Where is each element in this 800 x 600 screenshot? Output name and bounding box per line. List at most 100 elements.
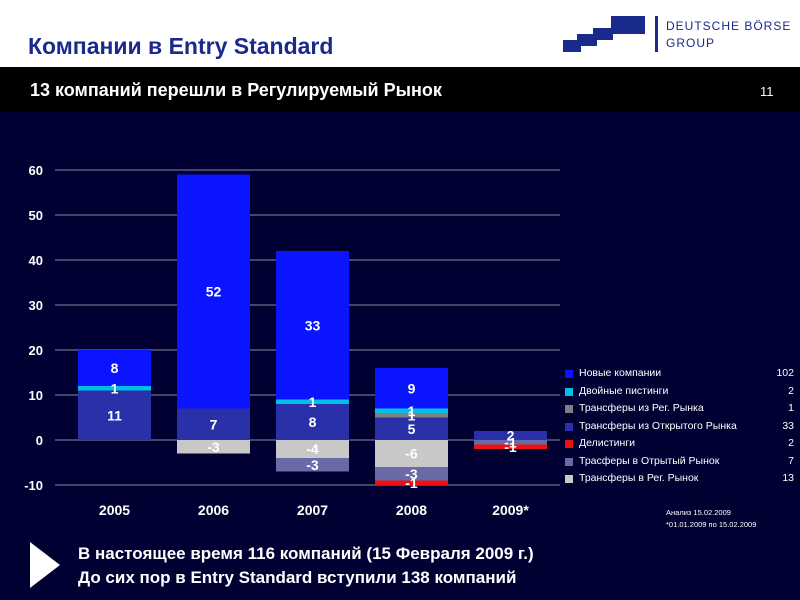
legend-swatch — [565, 387, 573, 396]
data-label: 8 — [309, 414, 317, 430]
bar-segment — [375, 467, 448, 481]
legend-value: 2 — [788, 437, 794, 449]
legend-label: Трасферы в Отрытый Рынок — [579, 454, 720, 467]
data-label: 2 — [507, 428, 515, 444]
x-tick-label: 2007 — [297, 502, 328, 518]
legend-value: 7 — [788, 454, 794, 467]
legend: Новые компании 102 Двойные пистинги 2 Трансф… — [565, 366, 797, 489]
y-tick-label: 50 — [29, 208, 43, 223]
x-tick-label: 2006 — [198, 502, 229, 518]
legend-swatch — [565, 422, 573, 431]
legend-item: Новые компании 102 — [565, 366, 797, 384]
legend-value: 102 — [776, 367, 794, 379]
bar-segment — [78, 390, 151, 440]
x-tick-label: 2005 — [99, 502, 130, 518]
data-label: -3 — [306, 457, 319, 473]
data-label: -1 — [504, 434, 517, 450]
data-label: 7 — [210, 416, 218, 432]
legend-label: Трансферы из Рег. Рынка — [579, 402, 704, 414]
summary-line-2: До сих пор в Entry Standard вступили 138… — [78, 568, 517, 587]
bar-segment — [375, 480, 448, 485]
legend-label: Двойные пистинги — [579, 384, 669, 397]
summary-line-1: В настоящее время 116 компаний (15 Февра… — [78, 544, 534, 563]
data-label: -3 — [207, 439, 220, 455]
logo-line1: DEUTSCHE BÖRSE — [666, 19, 792, 33]
logo-steps-icon — [563, 16, 645, 52]
bar-segment — [375, 408, 448, 413]
page-number: 11 — [760, 84, 774, 99]
y-tick-label: 60 — [29, 163, 43, 178]
legend-item: Трансферы из Рег. Рынка 1 — [565, 401, 797, 419]
data-label: 1 — [408, 403, 416, 419]
bar-segment — [375, 368, 448, 409]
legend-item: Трансферы из Открытого Рынка 33 — [565, 419, 797, 437]
logo-line2: GROUP — [666, 36, 716, 50]
page-title: Компании в Entry Standard — [28, 33, 334, 59]
bar-segment — [276, 404, 349, 440]
legend-swatch — [565, 457, 573, 466]
legend-swatch — [565, 370, 573, 378]
bar-segment — [375, 417, 448, 440]
legend-value: 33 — [782, 419, 794, 432]
data-label: 11 — [107, 407, 122, 423]
bar-segment — [177, 440, 250, 454]
bar-segment — [177, 174, 250, 409]
legend-item: Трасферы в Отрытый Рынок 7 — [565, 454, 797, 472]
data-label: -1 — [504, 439, 517, 455]
legend-item: Делистинги 2 — [565, 436, 797, 454]
bar-segment — [78, 350, 151, 386]
legend-value: 2 — [788, 384, 794, 397]
data-label: 1 — [408, 407, 416, 423]
analysis-note: Анализ 15.02.2009 — [666, 508, 731, 517]
bar-segment — [474, 444, 547, 449]
bar-segment — [78, 386, 151, 391]
legend-label: Трансферы из Открытого Рынка — [579, 419, 737, 432]
bar-segment — [276, 399, 349, 404]
data-label: 33 — [305, 317, 321, 333]
legend-value: 1 — [788, 402, 794, 414]
bar-segment — [474, 431, 547, 440]
y-tick-label: 40 — [29, 253, 43, 268]
y-tick-label: 30 — [29, 298, 43, 313]
legend-label: Трансферы в Рег. Рынок — [579, 472, 699, 484]
y-tick-label: 10 — [29, 388, 43, 403]
bar-segment — [276, 251, 349, 400]
bar-segment — [375, 440, 448, 467]
bar-segment — [177, 408, 250, 440]
data-label: 52 — [206, 284, 222, 300]
logo: DEUTSCHE BÖRSE GROUP — [666, 18, 791, 52]
y-tick-label: -10 — [24, 478, 43, 493]
logo-divider — [655, 16, 658, 52]
data-label: 9 — [408, 380, 416, 396]
data-label: -1 — [405, 475, 418, 491]
bar-segment — [375, 413, 448, 418]
legend-item: Трансферы в Рег. Рынок 13 — [565, 471, 797, 489]
play-arrow-icon — [30, 542, 60, 588]
header — [0, 0, 800, 65]
bottom-summary: В настоящее время 116 компаний (15 Февра… — [78, 542, 534, 590]
data-label: -6 — [405, 446, 418, 462]
legend-item: Двойные пистинги 2 — [565, 384, 797, 402]
legend-label: Делистинги — [579, 437, 636, 449]
legend-swatch — [565, 440, 573, 448]
y-tick-label: 20 — [29, 343, 43, 358]
subtitle: 13 компаний перешли в Регулируемый Рынок — [30, 80, 442, 100]
data-label: -4 — [306, 441, 319, 457]
legend-swatch — [565, 475, 573, 483]
data-label: 5 — [408, 421, 416, 437]
subtitle-bar — [0, 67, 800, 112]
period-note: *01.01.2009 по 15.02.2009 — [666, 520, 757, 529]
y-tick-label: 0 — [36, 433, 43, 448]
x-tick-label: 2008 — [396, 502, 427, 518]
data-label: -3 — [405, 466, 418, 482]
data-label: 1 — [111, 380, 119, 396]
bar-segment — [276, 440, 349, 458]
legend-label: Новые компании — [579, 367, 662, 379]
x-tick-label: 2009* — [492, 502, 529, 518]
legend-value: 13 — [782, 472, 794, 484]
data-label: 8 — [111, 360, 119, 376]
bar-segment — [276, 458, 349, 472]
bar-segment — [474, 440, 547, 445]
legend-swatch — [565, 405, 573, 413]
